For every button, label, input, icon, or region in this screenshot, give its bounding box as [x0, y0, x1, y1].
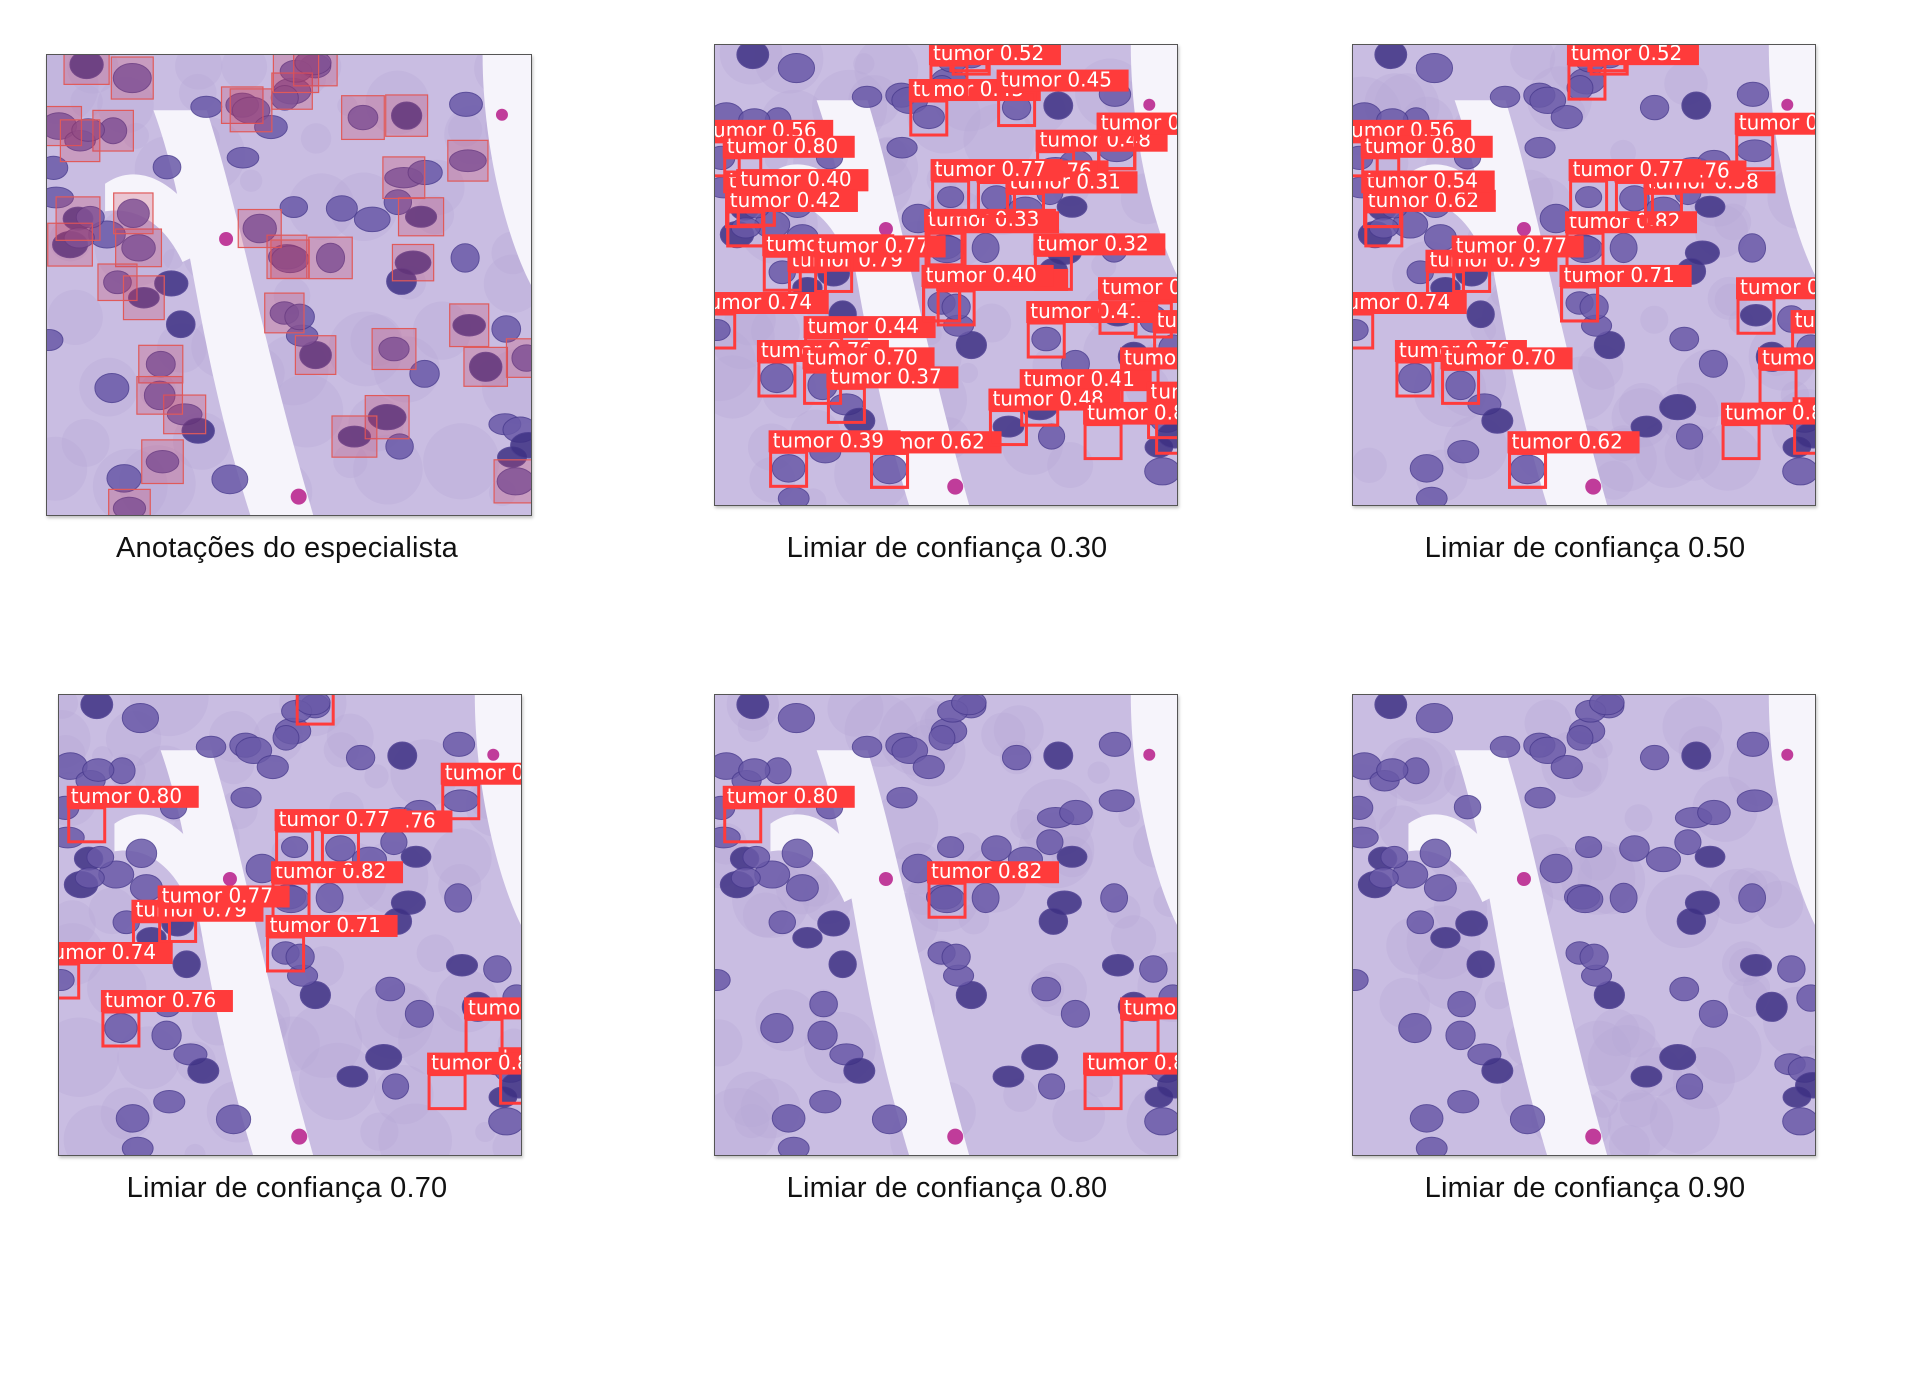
svg-text:tumor 0.74: tumor 0.74 [1353, 290, 1450, 314]
panel-caption: Limiar de confiança 0.50 [1424, 532, 1746, 564]
panel-caption: Anotações do especialista [116, 532, 458, 564]
svg-text:tumor 0.81: tumor 0.81 [1124, 995, 1177, 1019]
svg-text:tumor 0.82: tumor 0.82 [1569, 209, 1680, 233]
svg-text:tumor 0.38: tumor 0.38 [1151, 380, 1177, 404]
svg-text:tumor 0.35: tumor 0.35 [1101, 111, 1177, 135]
svg-text:tumor 0.77: tumor 0.77 [818, 233, 929, 257]
svg-text:tumor 0.45: tumor 0.45 [1001, 68, 1112, 92]
svg-text:tumor 0.82: tumor 0.82 [931, 859, 1042, 883]
svg-text:tumor 0.71: tumor 0.71 [1564, 263, 1675, 287]
svg-text:tumor 0.77: tumor 0.77 [1573, 157, 1684, 181]
svg-text:tumor 0.40: tumor 0.40 [926, 263, 1037, 287]
histology-image [1353, 695, 1815, 1155]
expert-annotation-image [46, 54, 532, 516]
svg-text:tumor 0.82: tumor 0.82 [275, 859, 386, 883]
svg-text:tumor 0.56: tumor 0.56 [1740, 275, 1815, 299]
svg-text:tumor 0.77: tumor 0.77 [935, 157, 1046, 181]
svg-text:tumor 0.77: tumor 0.77 [162, 883, 273, 907]
svg-text:tumor 0.50: tumor 0.50 [1795, 308, 1815, 332]
panel-threshold-090: Limiar de confiança 0.90 [1338, 690, 1832, 1220]
panel-caption: Limiar de confiança 0.30 [786, 532, 1108, 564]
svg-text:tumor 0.78: tumor 0.78 [1739, 111, 1815, 135]
svg-text:tumor 0.80: tumor 0.80 [71, 784, 182, 808]
svg-text:tumor 0.41: tumor 0.41 [1024, 367, 1135, 391]
svg-text:tumor 0.77: tumor 0.77 [1456, 233, 1567, 257]
svg-text:tumor 0.74: tumor 0.74 [59, 940, 156, 964]
svg-text:tumor 0.77: tumor 0.77 [279, 807, 390, 831]
svg-text:tumor 0.71: tumor 0.71 [270, 913, 381, 937]
svg-text:tumor 0.37: tumor 0.37 [830, 364, 941, 388]
svg-text:tumor 0.52: tumor 0.52 [933, 45, 1044, 65]
panel-caption: Limiar de confiança 0.90 [1424, 1172, 1746, 1204]
svg-text:tumor 0.52: tumor 0.52 [1571, 45, 1682, 65]
panel-caption: Limiar de confiança 0.80 [786, 1172, 1108, 1204]
svg-text:tumor 0.74: tumor 0.74 [715, 290, 812, 314]
svg-text:tumor 0.81: tumor 0.81 [468, 995, 521, 1019]
svg-text:tumor 0.80: tumor 0.80 [727, 784, 838, 808]
svg-text:tumor 0.44: tumor 0.44 [808, 314, 919, 338]
svg-text:tumor 0.81: tumor 0.81 [1762, 345, 1815, 369]
panel-caption: Limiar de confiança 0.70 [126, 1172, 448, 1204]
svg-text:tumor 0.70: tumor 0.70 [1445, 345, 1556, 369]
svg-text:tumor 0.50: tumor 0.50 [1157, 308, 1177, 332]
svg-text:tumor 0.78: tumor 0.78 [445, 761, 521, 785]
histology-image [47, 55, 531, 515]
svg-text:tumor 0.70: tumor 0.70 [807, 345, 918, 369]
svg-text:tumor 0.41: tumor 0.41 [1030, 299, 1141, 323]
svg-text:tumor 0.80: tumor 0.80 [1365, 134, 1476, 158]
prediction-image [1352, 694, 1816, 1156]
svg-text:tumor 0.62: tumor 0.62 [1512, 429, 1623, 453]
svg-text:tumor 0.41: tumor 0.41 [1102, 275, 1177, 299]
svg-text:tumor 0.76: tumor 0.76 [105, 988, 216, 1012]
svg-text:tumor 0.39: tumor 0.39 [773, 428, 884, 452]
panel-expert-annotations: Anotações do especialista [40, 50, 534, 570]
svg-text:tumor 0.81: tumor 0.81 [1124, 345, 1177, 369]
svg-text:tumor 0.54: tumor 0.54 [1367, 169, 1478, 193]
svg-text:tumor 0.32: tumor 0.32 [1037, 231, 1148, 255]
svg-text:tumor 0.40: tumor 0.40 [740, 167, 851, 191]
svg-text:tumor 0.80: tumor 0.80 [727, 134, 838, 158]
